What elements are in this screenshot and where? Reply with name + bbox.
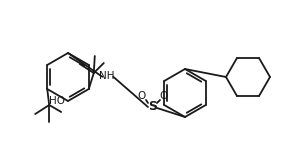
Text: S: S (148, 100, 157, 114)
Text: NH: NH (99, 71, 114, 81)
Text: O: O (138, 91, 146, 101)
Text: HO: HO (49, 96, 65, 106)
Text: O: O (159, 91, 167, 101)
